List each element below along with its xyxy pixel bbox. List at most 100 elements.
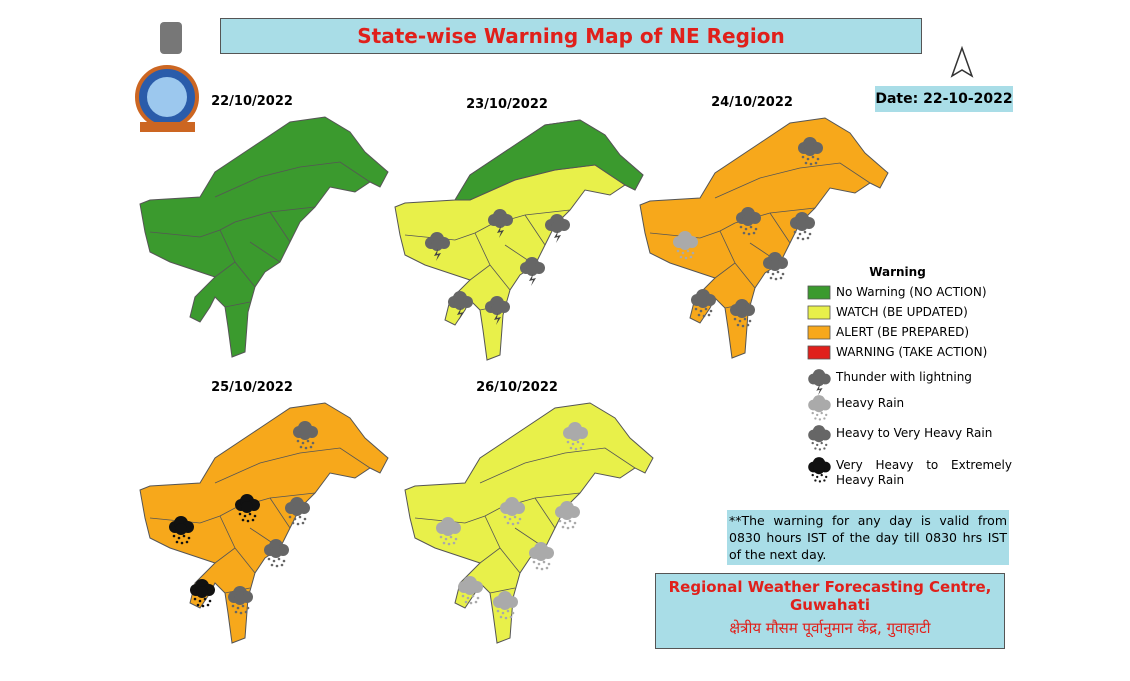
state-border <box>734 262 756 289</box>
drop <box>246 519 250 523</box>
drop <box>566 440 570 444</box>
drop <box>461 594 465 598</box>
drop <box>776 270 780 274</box>
drop <box>818 448 822 451</box>
cloud <box>499 598 511 610</box>
cloud <box>769 259 781 271</box>
drop <box>823 479 826 482</box>
drop <box>754 227 758 231</box>
drop <box>203 597 207 601</box>
drop <box>766 270 770 274</box>
drop <box>816 475 819 479</box>
drop <box>466 596 470 600</box>
drop <box>542 560 546 564</box>
drop <box>267 557 271 561</box>
drop <box>814 447 817 450</box>
state-border <box>649 222 736 239</box>
drop <box>306 439 310 443</box>
drop <box>238 512 242 516</box>
drop <box>704 307 708 311</box>
drop <box>571 442 575 446</box>
drop <box>741 324 745 328</box>
cloud <box>526 264 538 276</box>
state-border <box>479 515 501 564</box>
drop <box>182 534 186 538</box>
cloud <box>561 508 573 520</box>
drop <box>243 514 247 518</box>
weather-icon <box>563 422 588 451</box>
weather-icon <box>488 209 513 238</box>
cloud <box>196 586 208 598</box>
weather-icon <box>264 539 289 568</box>
cloud <box>491 303 503 315</box>
cloud <box>241 501 253 513</box>
weather-icon <box>808 369 831 396</box>
drop <box>503 515 507 519</box>
weather-icon <box>520 257 545 286</box>
emblem <box>135 22 199 132</box>
drop <box>309 445 313 449</box>
drop <box>571 525 575 529</box>
drop <box>506 609 510 613</box>
lightning <box>529 274 536 286</box>
drop <box>454 537 458 541</box>
drop <box>561 525 565 529</box>
drop <box>296 522 300 526</box>
map-date: 25/10/2022 <box>211 380 293 395</box>
weather-icon <box>736 207 761 236</box>
state-border <box>224 301 251 308</box>
weather-icon <box>228 586 253 615</box>
weather-icon <box>545 214 570 243</box>
cloud <box>679 238 691 250</box>
drop <box>253 514 257 518</box>
weather-icon <box>169 516 194 545</box>
drop <box>569 446 573 450</box>
drop <box>509 615 513 619</box>
drop <box>231 604 235 608</box>
drop <box>747 232 751 236</box>
weather-icon <box>808 457 831 483</box>
weather-icon <box>808 395 831 421</box>
drop <box>469 601 473 605</box>
weather-icon <box>798 137 823 166</box>
drop <box>823 417 826 420</box>
state-border <box>269 497 291 529</box>
drop <box>175 540 179 544</box>
drop <box>686 249 690 253</box>
weather-icon <box>448 291 473 320</box>
drop <box>293 517 297 521</box>
state-border <box>499 547 521 574</box>
state-border <box>489 587 516 594</box>
drop <box>444 537 448 541</box>
weather-icon <box>458 576 483 605</box>
state-border <box>234 261 256 288</box>
drop <box>820 473 823 477</box>
drop <box>177 536 181 540</box>
cloud <box>291 504 303 516</box>
drop <box>576 440 580 444</box>
weather-icon <box>730 299 755 328</box>
weather-icon <box>673 231 698 260</box>
drop <box>506 521 510 525</box>
drop <box>234 610 238 614</box>
drop <box>303 517 307 521</box>
state-border <box>479 447 636 484</box>
cloud <box>506 504 518 516</box>
drop <box>501 611 505 615</box>
drop <box>684 256 688 260</box>
state-border <box>414 507 501 524</box>
lightning <box>494 313 501 325</box>
drop <box>291 521 295 525</box>
weather-icon <box>529 542 554 571</box>
drop <box>804 161 808 165</box>
map-date: 24/10/2022 <box>711 95 793 110</box>
drop <box>248 512 252 516</box>
legend-label: Heavy to Very Heavy Rain <box>836 426 993 440</box>
drop <box>172 534 176 538</box>
drop <box>803 230 807 234</box>
weather-icon <box>425 232 450 261</box>
drop <box>288 515 292 519</box>
drop <box>298 515 302 519</box>
drop <box>518 517 522 521</box>
